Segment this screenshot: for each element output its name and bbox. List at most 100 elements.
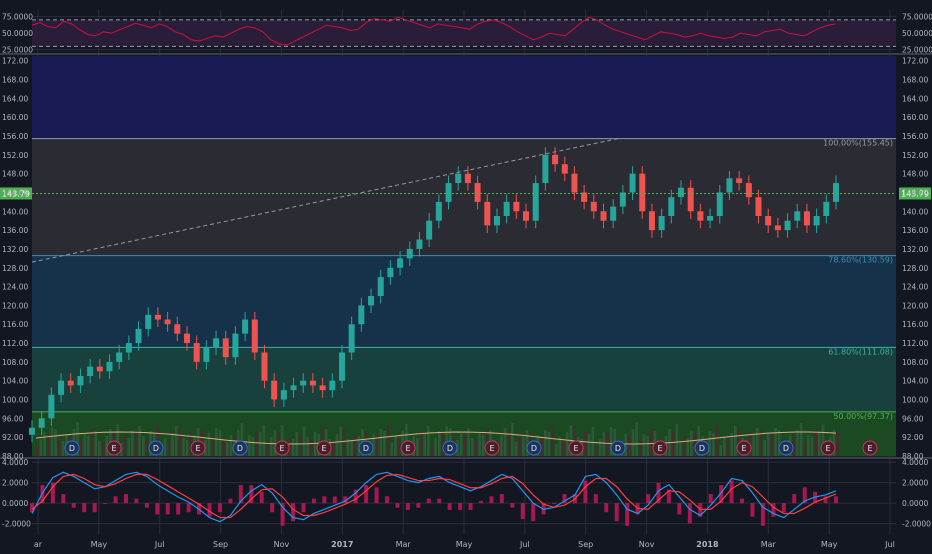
macd-histogram-bar: [750, 503, 755, 517]
event-marker: E: [652, 440, 668, 456]
y-tick-label-right: 2.0000: [902, 479, 928, 488]
volume-bar: [291, 439, 295, 456]
macd-histogram-bar: [207, 503, 212, 517]
macd-histogram-bar: [217, 503, 222, 513]
volume-bar: [554, 444, 558, 456]
event-marker-circle: [694, 440, 710, 456]
y-tick-label-left: 160.00: [2, 113, 28, 122]
candle-body: [193, 343, 200, 362]
candle-body: [774, 225, 781, 231]
y-tick-label-left: 148.00: [2, 170, 28, 179]
macd-histogram-bar: [834, 496, 838, 504]
event-marker: E: [316, 440, 332, 456]
candle-body: [765, 216, 772, 226]
macd-histogram-bar: [604, 503, 609, 513]
y-tick-label-left: 104.00: [2, 377, 28, 386]
volume-bar: [602, 432, 606, 456]
y-tick-label-right: 136.00: [902, 226, 928, 235]
macd-histogram-bar: [698, 503, 703, 517]
volume-bar: [639, 441, 642, 456]
y-tick-label-right: 92.00: [902, 433, 924, 442]
event-marker-circle: [64, 440, 80, 456]
y-tick-label-left: 140.00: [2, 207, 28, 216]
candle-body: [406, 248, 413, 259]
event-marker-label: D: [699, 444, 705, 453]
volume-bar: [558, 437, 562, 456]
candle-body: [154, 314, 161, 320]
y-tick-label-left: 88.00: [2, 452, 24, 461]
y-tick-label-right: 108.00: [902, 358, 928, 367]
x-tick-label: Jul: [519, 540, 530, 549]
volume-bar: [416, 438, 419, 456]
volume-bar: [481, 435, 485, 456]
candle-body: [668, 197, 675, 216]
current-price-marker-right: [899, 187, 931, 200]
volume-bar: [419, 431, 423, 456]
candle-body: [523, 211, 530, 221]
candle-body: [445, 183, 452, 202]
candle-body: [106, 361, 113, 372]
volume-bar: [763, 440, 766, 456]
event-marker: D: [148, 440, 164, 456]
volume-bar: [522, 437, 525, 456]
volume-bar: [57, 439, 61, 456]
candle-body: [87, 366, 94, 376]
volume-bar: [226, 442, 229, 456]
y-tick-label-right: 75.0000: [902, 13, 932, 22]
event-marker-label: E: [657, 444, 662, 453]
event-marker-label: E: [279, 444, 284, 453]
event-marker-label: D: [363, 444, 369, 453]
volume-bar: [288, 437, 291, 456]
volume-bar: [134, 433, 138, 456]
volume-bar: [342, 429, 346, 456]
volume-bar: [525, 430, 529, 456]
event-marker-circle: [820, 440, 836, 456]
candle-body: [619, 192, 626, 207]
volume-bar: [61, 441, 65, 456]
volume-bar: [470, 438, 474, 456]
y-tick-label-left: 156.00: [2, 132, 28, 141]
event-marker-circle: [484, 440, 500, 456]
rsi-band: [32, 19, 896, 47]
macd-histogram-bar: [155, 503, 160, 515]
candle-body: [726, 178, 733, 193]
candle-body: [610, 206, 617, 221]
volume-bar: [207, 433, 211, 456]
candle-body: [416, 239, 423, 249]
volume-bar: [390, 443, 394, 456]
volume-bar: [712, 433, 715, 456]
y-tick-label-right: 50.0000: [902, 29, 932, 38]
macd-histogram-bar: [426, 498, 431, 504]
y-tick-label-left: 75.0000: [2, 13, 33, 22]
volume-bar: [251, 437, 255, 456]
volume-bar: [427, 426, 430, 456]
volume-bar: [46, 434, 50, 456]
volume-bar: [565, 432, 569, 456]
y-tick-label-right: 168.00: [902, 76, 928, 85]
volume-bar: [547, 432, 551, 456]
volume-bar: [43, 432, 46, 456]
x-tick-label: Jul: [884, 540, 895, 549]
y-tick-label-right: 88.00: [902, 452, 924, 461]
volume-bar: [39, 439, 43, 456]
y-tick-label-right: 172.00: [902, 57, 928, 66]
volume-bar: [350, 441, 353, 456]
volume-bar: [737, 428, 741, 456]
candle-body: [716, 192, 723, 216]
candle-body: [658, 216, 665, 231]
event-marker-label: D: [447, 444, 453, 453]
macd-histogram-bar: [30, 503, 34, 513]
macd-histogram-bar: [311, 498, 316, 504]
candle-body: [251, 319, 258, 353]
volume-bar: [141, 436, 145, 456]
y-tick-label-right: -2.0000: [902, 520, 931, 529]
volume-bar: [832, 430, 836, 456]
volume-bar: [624, 434, 627, 456]
y-tick-label-right: 25.0000: [902, 46, 932, 55]
volume-bar: [755, 428, 759, 456]
macd-histogram-bar: [92, 503, 97, 513]
candle-body: [648, 211, 655, 231]
event-marker-label: E: [321, 444, 326, 453]
